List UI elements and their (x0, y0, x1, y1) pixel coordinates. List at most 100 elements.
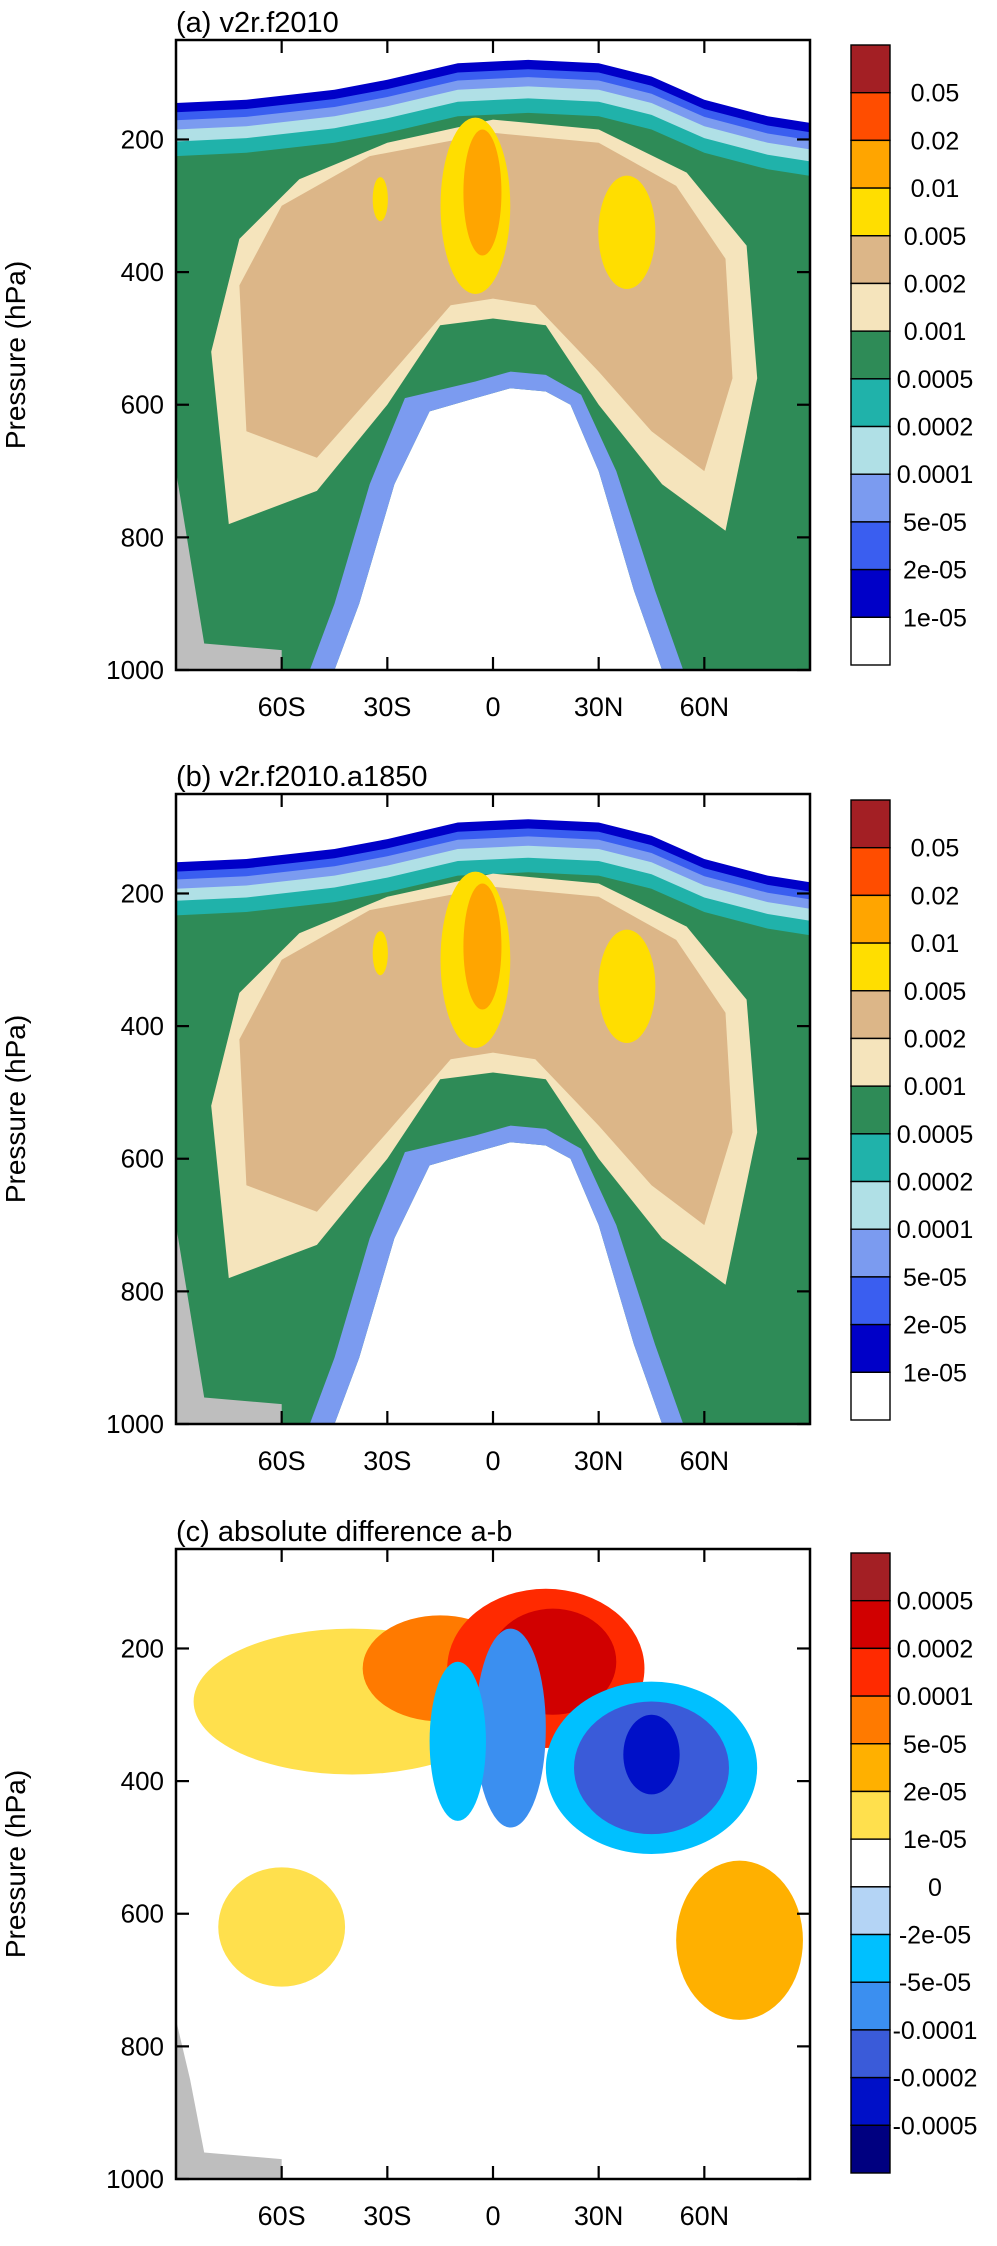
colorbar-swatch (850, 1037, 891, 1087)
colorbar-swatch (850, 1371, 891, 1421)
colorbar-swatch (850, 942, 891, 992)
colorbar-label: 5e-05 (903, 1731, 967, 1759)
topography-mask (176, 471, 282, 670)
colorbar-swatch (850, 2029, 891, 2079)
colorbar-swatch (850, 1552, 891, 1602)
colorbar-label: 5e-05 (903, 1264, 967, 1292)
x-tick-label: 30S (363, 1446, 411, 1476)
colorbar-label: -0.0005 (893, 2112, 978, 2140)
colorbar-label: 0.005 (904, 978, 967, 1006)
x-tick-label: 0 (485, 692, 500, 722)
x-tick-label: 30S (363, 692, 411, 722)
colorbar-swatch (850, 1886, 891, 1936)
colorbar-swatch (850, 1323, 891, 1374)
colorbar-swatch (850, 378, 891, 428)
colorbar-label: 0.0002 (897, 1169, 973, 1197)
diff-neg-band (429, 1661, 486, 1821)
colorbar-swatch (850, 187, 891, 237)
x-tick-label: 0 (485, 2201, 500, 2231)
colorbar-swatch (850, 235, 891, 285)
y-tick-label: 200 (121, 1633, 164, 1663)
colorbar-label: 0.01 (911, 930, 960, 958)
contour-core-0.01 (463, 883, 502, 1010)
y-tick-label: 800 (121, 1276, 164, 1306)
y-tick-label: 1000 (106, 1409, 164, 1439)
colorbar-label: 0.0005 (897, 1121, 973, 1149)
colorbar-label: 0.0001 (897, 1216, 973, 1244)
panel-title: (b) v2r.f2010.a1850 (176, 761, 428, 793)
colorbar-label: 0.005 (904, 223, 967, 251)
y-tick-label: 400 (121, 1011, 164, 1041)
colorbar-label: 0.02 (911, 127, 960, 155)
colorbar-label: -2e-05 (899, 1922, 971, 1950)
y-tick-label: 600 (121, 390, 164, 420)
y-axis-title: Pressure (hPa) (0, 1015, 31, 1203)
contour-blob-sh (372, 931, 388, 976)
panel-1: 200 400 600 800 1000 60S 30S 0 30N 60N (b) v2r.f20… (0, 761, 973, 1476)
contour-blob-nh (598, 175, 656, 290)
colorbar-label: 0.001 (904, 318, 967, 346)
colorbar-swatch (850, 1838, 891, 1888)
colorbar-swatch (850, 799, 891, 849)
colorbar-label: 0.01 (911, 175, 960, 203)
colorbar-label: 1e-05 (903, 1826, 967, 1854)
panel-0: 200 400 600 800 1000 60S 30S 0 30N 60N (a) v2r.f20… (0, 7, 973, 722)
x-tick-label: 60S (258, 692, 306, 722)
colorbar-label: 0.0002 (897, 414, 973, 442)
colorbar-label: 0.05 (911, 835, 960, 863)
y-axis-title: Pressure (hPa) (0, 1770, 31, 1958)
colorbar-label: 0.0001 (897, 461, 973, 489)
colorbar-swatch (850, 1647, 891, 1697)
x-tick-label: 60S (258, 1446, 306, 1476)
panel-title: (c) absolute difference a-b (176, 1516, 512, 1548)
x-tick-label: 30S (363, 2201, 411, 2231)
x-tick-label: 0 (485, 1446, 500, 1476)
diff-neg-nh (623, 1714, 680, 1795)
x-tick-label: 30N (574, 1446, 624, 1476)
y-tick-label: 400 (121, 257, 164, 287)
colorbar-swatch (850, 1085, 891, 1135)
y-tick-label: 200 (121, 878, 164, 908)
colorbar-swatch (850, 894, 891, 944)
colorbar-swatch (850, 1790, 891, 1840)
colorbar-label: 0.0002 (897, 1635, 973, 1663)
colorbar-swatch (850, 330, 891, 380)
colorbar-swatch (850, 521, 891, 571)
y-tick-label: 400 (121, 1766, 164, 1796)
colorbar-label: 0.0005 (897, 1588, 973, 1616)
topography-mask (176, 1225, 282, 1424)
colorbar-swatch (850, 1743, 891, 1793)
lower-interior (334, 1142, 663, 1424)
colorbar-label: 0.002 (904, 270, 967, 298)
colorbar-label: -0.0001 (893, 2017, 978, 2045)
y-tick-label: 800 (121, 522, 164, 552)
lower-interior (334, 388, 663, 670)
colorbar-label: -0.0002 (893, 2065, 978, 2093)
contour-blob-sh (372, 177, 388, 222)
colorbar-label: 0.002 (904, 1025, 967, 1053)
colorbar-swatch (850, 282, 891, 332)
y-tick-label: 600 (121, 1899, 164, 1929)
x-tick-label: 30N (574, 2201, 624, 2231)
contour-blob-nh (598, 929, 656, 1044)
colorbar-label: 5e-05 (903, 509, 967, 537)
colorbar-swatch (850, 425, 891, 475)
colorbar-label: 0.0005 (897, 366, 973, 394)
contour-field (176, 1588, 803, 2179)
y-tick-label: 600 (121, 1144, 164, 1174)
colorbar-swatch (850, 139, 891, 189)
topography-mask (176, 2019, 282, 2179)
lower-ring (309, 1125, 684, 1424)
colorbar-label: 0.02 (911, 882, 960, 910)
colorbar-swatch (850, 44, 891, 94)
colorbar-swatch (850, 1276, 891, 1326)
diff-pos-lower (676, 1860, 803, 2020)
x-tick-label: 60N (680, 692, 730, 722)
x-tick-label: 60S (258, 2201, 306, 2231)
y-tick-label: 1000 (106, 2164, 164, 2194)
colorbar-label: -5e-05 (899, 1969, 971, 1997)
contour-core-0.01 (463, 129, 502, 256)
contour-field (176, 819, 810, 1424)
panel-2: 200 400 600 800 1000 60S 30S 0 30N 60N (c) absolut… (0, 1516, 977, 2231)
